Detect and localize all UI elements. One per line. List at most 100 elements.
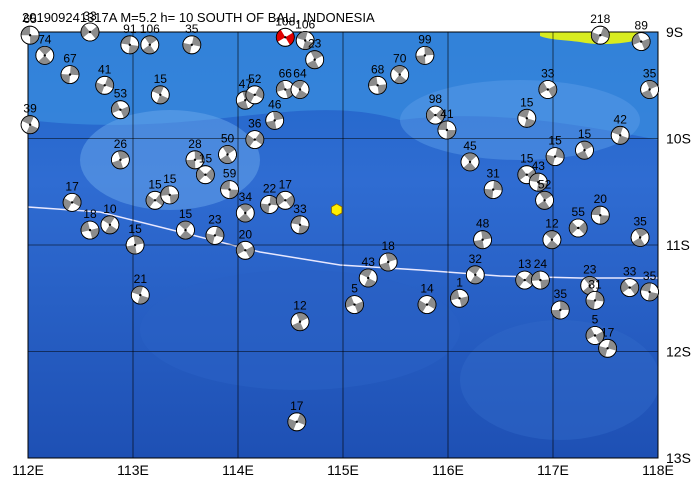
beachball — [245, 130, 265, 150]
depth-label: 33 — [623, 265, 637, 279]
p-axis — [153, 199, 157, 202]
compression-quadrant — [291, 312, 309, 331]
compression-quadrant — [205, 226, 224, 245]
beachball — [295, 31, 315, 50]
depth-label: 15 — [578, 127, 592, 141]
beachball-outline — [160, 185, 180, 205]
depth-label: 36 — [248, 117, 262, 131]
p-axis — [295, 420, 298, 423]
beachball — [437, 120, 457, 140]
beachball-outline — [568, 218, 588, 238]
beachball — [538, 80, 558, 99]
p-axis — [139, 293, 142, 297]
depth-label: 74 — [38, 32, 52, 46]
beachball-outline — [120, 35, 140, 55]
lat-tick-label: 10S — [666, 131, 691, 147]
p-axis — [133, 243, 137, 247]
beachball-outline — [550, 300, 570, 320]
p-axis — [28, 34, 32, 37]
beachball-outline — [640, 80, 659, 99]
p-axis — [376, 84, 379, 87]
depth-label: 42 — [614, 112, 628, 126]
beachball-outline — [483, 180, 503, 200]
depth-label: 106 — [140, 22, 160, 36]
p-axis — [70, 201, 74, 204]
beachball-outline — [290, 215, 310, 235]
beachball — [550, 300, 570, 320]
beachball-outline — [185, 150, 205, 170]
compression-quadrant — [186, 150, 204, 169]
compression-quadrant — [467, 265, 483, 284]
beachball — [610, 125, 630, 145]
depth-label: 10 — [103, 202, 117, 216]
beachball-outline — [60, 65, 80, 84]
beachball-outline — [95, 75, 115, 95]
compression-quadrant — [450, 289, 469, 308]
beachball-outline — [528, 172, 548, 192]
p-axis — [108, 223, 112, 226]
beachball — [62, 192, 82, 212]
p-axis — [190, 43, 193, 46]
beachball-outline — [235, 203, 255, 223]
beachball — [176, 220, 195, 240]
p-axis — [273, 119, 276, 122]
compression-quadrant — [515, 273, 534, 288]
beachball-outline — [590, 205, 610, 225]
beachball-outline — [130, 285, 150, 305]
depth-label: 12 — [545, 217, 559, 231]
p-axis — [525, 117, 528, 120]
p-axis — [481, 238, 484, 241]
map-title: 201909241317A M=5.2 h= 10 SOUTH OF BALI,… — [22, 10, 375, 25]
beachball-outline — [590, 25, 610, 45]
beachball — [345, 295, 364, 315]
beachball-outline — [545, 147, 565, 167]
lat-tick-label: 13S — [666, 450, 691, 466]
beachball — [545, 147, 565, 167]
beachball — [473, 230, 493, 250]
beachball — [100, 215, 120, 235]
depth-label: 15 — [520, 95, 534, 109]
depth-label: 15 — [148, 177, 162, 191]
beachball — [631, 32, 651, 51]
depth-label: 5 — [351, 282, 358, 296]
depth-label: 35 — [643, 67, 657, 81]
compression-quadrant — [418, 296, 436, 313]
compression-quadrant — [296, 31, 314, 50]
compression-quadrant — [598, 339, 617, 357]
beachball — [275, 80, 295, 99]
depth-label: 33 — [83, 9, 97, 23]
compression-quadrant — [518, 109, 536, 128]
beachball-outline — [290, 312, 310, 332]
depth-label: 13 — [518, 257, 532, 271]
p-axis — [525, 173, 528, 176]
depth-label: 67 — [63, 52, 77, 66]
compression-quadrant — [473, 230, 492, 249]
p-axis — [577, 226, 580, 230]
compression-quadrant — [95, 76, 114, 94]
beachball — [20, 115, 40, 135]
beachball — [290, 312, 310, 332]
beachball-outline — [80, 22, 100, 42]
depth-label: 23 — [583, 262, 597, 276]
beachball — [235, 203, 255, 223]
p-axis — [213, 234, 217, 237]
depth-label: 59 — [223, 167, 237, 181]
beachball-outline — [460, 152, 480, 172]
p-axis — [599, 214, 602, 217]
depth-label: 23 — [208, 212, 222, 226]
lat-tick-label: 12S — [666, 344, 691, 360]
p-axis — [119, 158, 122, 161]
beachball — [265, 111, 285, 130]
p-axis — [553, 155, 557, 158]
depth-label: 46 — [268, 97, 282, 111]
p-axis — [244, 99, 247, 102]
beachball — [185, 150, 205, 170]
compression-quadrant — [111, 150, 129, 169]
depth-label: 15 — [548, 134, 562, 148]
beachball-outline — [290, 80, 310, 99]
epicenter — [331, 203, 343, 217]
beachball — [585, 290, 605, 310]
p-axis — [298, 88, 302, 91]
beachball — [111, 100, 130, 120]
